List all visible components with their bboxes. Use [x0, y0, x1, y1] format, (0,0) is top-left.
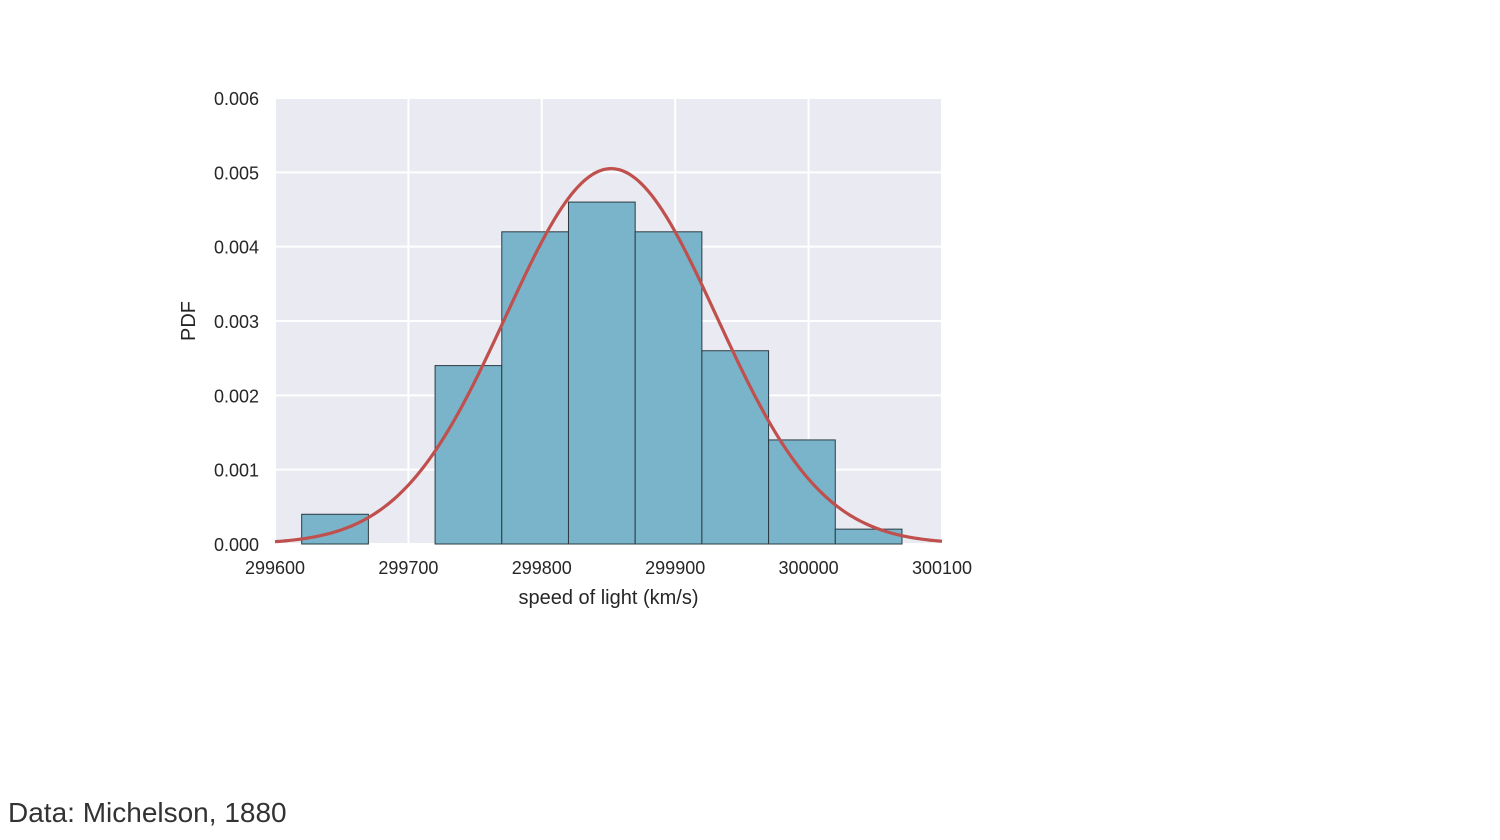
x-tick-label: 299900	[645, 558, 705, 578]
histogram-bar	[768, 439, 836, 545]
histogram-bars	[301, 201, 903, 545]
y-tick-label: 0.004	[214, 238, 259, 258]
y-tick-labels: 0.000 0.001 0.002 0.003 0.004 0.005 0.006	[214, 89, 259, 555]
y-axis-title: PDF	[178, 301, 200, 341]
histogram-bar	[701, 350, 770, 545]
y-tick-label: 0.000	[214, 535, 259, 555]
pdf-curve-layer	[274, 167, 943, 544]
histogram-bar	[634, 231, 703, 545]
x-tick-label: 300100	[912, 558, 972, 578]
x-tick-label: 299800	[512, 558, 572, 578]
histogram-bar	[567, 201, 636, 545]
x-axis-title: speed of light (km/s)	[518, 587, 698, 609]
histogram-bar	[834, 528, 903, 545]
histogram-bar	[501, 231, 569, 545]
x-tick-label: 299600	[245, 558, 305, 578]
y-tick-label: 0.002	[214, 386, 259, 406]
x-tick-label: 300000	[779, 558, 839, 578]
y-tick-label: 0.005	[214, 163, 259, 183]
histogram-bar	[301, 513, 369, 545]
y-tick-label: 0.001	[214, 461, 259, 481]
x-tick-label: 299700	[378, 558, 438, 578]
x-tick-labels: 299600 299700 299800 299900 300000 300100	[245, 558, 972, 578]
data-source-caption: Data: Michelson, 1880	[8, 797, 287, 828]
pdf-curve	[274, 167, 943, 544]
y-tick-label: 0.006	[214, 89, 259, 109]
y-tick-label: 0.003	[214, 312, 259, 332]
